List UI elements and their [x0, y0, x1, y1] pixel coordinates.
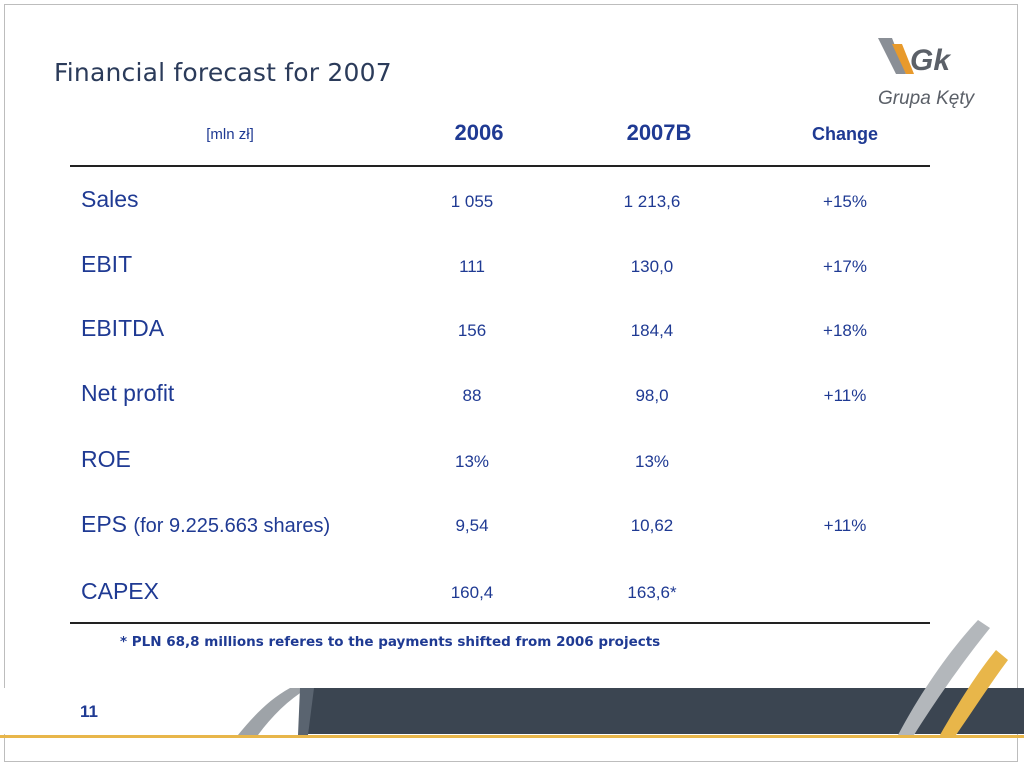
cell-change: +15%: [823, 192, 867, 211]
header-2006: 2006: [454, 120, 504, 145]
footnote: * PLN 68,8 millions referes to the payme…: [120, 634, 661, 650]
footer-gold-line: [0, 735, 1024, 738]
page-number: 11: [80, 702, 98, 721]
cell-change: +17%: [823, 257, 867, 276]
row-label: ROE: [81, 446, 131, 472]
row-label-main: EPS: [81, 511, 128, 537]
cell-2006: 9,54: [455, 516, 489, 535]
cell-2006: 160,4: [450, 583, 494, 602]
cell-2007: 184,4: [630, 321, 674, 340]
cell-2006: 156: [457, 321, 487, 340]
table-top-rule: [70, 165, 930, 167]
table-row-ebit: EBIT 111 130,0 +17%: [0, 251, 1024, 291]
table-row-eps: EPS (for 9.225.663 shares) 9,54 10,62 +1…: [0, 511, 1024, 551]
cell-2007: 10,62: [630, 516, 674, 535]
cell-2006: 13%: [454, 452, 490, 471]
row-label: CAPEX: [81, 578, 159, 604]
cell-change: +18%: [823, 321, 867, 340]
table-bottom-rule: [70, 622, 930, 624]
table-row-ebitda: EBITDA 156 184,4 +18%: [0, 315, 1024, 355]
cell-change: +11%: [823, 516, 867, 535]
slide-frame: [4, 4, 1018, 762]
logo-mark-icon: Gk Grupa Kęty: [878, 38, 976, 109]
cell-2007: 163,6*: [627, 583, 677, 602]
header-2007b: 2007B: [626, 120, 692, 145]
row-label: Sales: [81, 186, 139, 212]
logo-name-text: Grupa Kęty: [878, 88, 976, 109]
row-label-sub: (for 9.225.663 shares): [133, 515, 331, 537]
header-change: Change: [811, 124, 878, 144]
row-label: Net profit: [81, 380, 175, 406]
table-row-net-profit: Net profit 88 98,0 +11%: [0, 380, 1024, 420]
table-row-capex: CAPEX 160,4 163,6*: [0, 578, 1024, 618]
cell-2006: 1 055: [450, 192, 494, 211]
row-label: EBIT: [81, 251, 133, 277]
row-label: EBITDA: [81, 315, 165, 341]
cell-2007: 1 213,6: [623, 192, 681, 211]
cell-2006: 88: [462, 386, 482, 405]
unit-label: [mln zł]: [206, 126, 254, 143]
table-row-sales: Sales 1 055 1 213,6 +15%: [0, 186, 1024, 226]
grupa-kety-logo: Gk Grupa Kęty: [872, 30, 994, 114]
row-label: EPS (for 9.225.663 shares): [81, 511, 330, 538]
cell-2007: 13%: [634, 452, 670, 471]
slide-title: Financial forecast for 2007: [54, 58, 392, 87]
cell-2006: 111: [459, 257, 485, 276]
logo-mark-text: Gk: [910, 44, 951, 77]
table-row-roe: ROE 13% 13%: [0, 446, 1024, 486]
cell-change: +11%: [823, 386, 867, 405]
cell-2007: 130,0: [630, 257, 674, 276]
cell-2007: 98,0: [635, 386, 669, 405]
footer-left-panel: [0, 688, 300, 734]
